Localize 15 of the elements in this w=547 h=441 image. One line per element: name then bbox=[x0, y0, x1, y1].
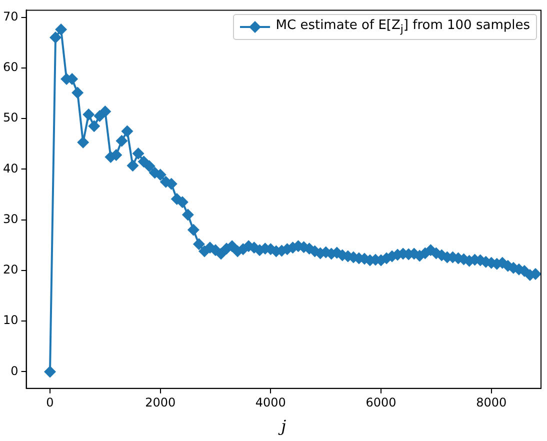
y-tick-label: 40 bbox=[2, 161, 18, 176]
y-tick-label: 70 bbox=[2, 9, 18, 24]
y-tick-label: 10 bbox=[2, 313, 18, 328]
x-tick-label: 4000 bbox=[255, 396, 286, 410]
x-tick-label: 2000 bbox=[145, 396, 176, 410]
x-tick-label: 8000 bbox=[476, 396, 507, 410]
y-tick-label: 50 bbox=[2, 110, 18, 125]
x-axis-title: j bbox=[278, 416, 286, 436]
y-tick-label: 0 bbox=[10, 364, 18, 378]
x-tick-label: 0 bbox=[46, 396, 54, 410]
y-tick-label: 20 bbox=[2, 262, 18, 277]
legend-label: MC estimate of E[Z$_{j}$] from 100 samples bbox=[276, 18, 530, 36]
y-tick-label: 60 bbox=[2, 60, 18, 74]
x-tick-label: 6000 bbox=[366, 396, 396, 410]
y-tick-label: 30 bbox=[2, 212, 18, 226]
